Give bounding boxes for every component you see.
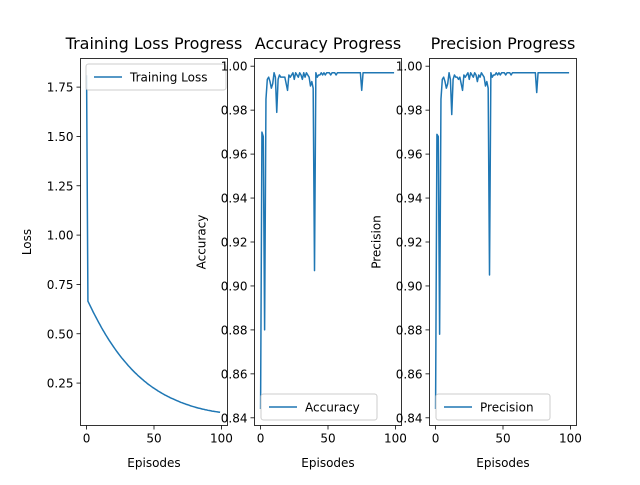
y-tick-label: 0.88	[221, 323, 248, 337]
y-tick-label: 0.88	[396, 323, 423, 337]
chart-title: Training Loss Progress	[65, 34, 243, 53]
legend: Accuracy	[260, 393, 378, 421]
legend: Precision	[435, 393, 551, 421]
legend: Training Loss	[85, 63, 227, 91]
y-tick-label: 0.90	[396, 279, 423, 293]
x-tick-label: 0	[432, 432, 440, 446]
y-tick-label: 0.84	[396, 411, 423, 425]
x-tick-label: 0	[83, 432, 91, 446]
y-tick-label: 0.86	[221, 367, 248, 381]
y-tick-label: 1.00	[221, 60, 248, 74]
y-tick-label: 0.86	[396, 367, 423, 381]
legend-label: Training Loss	[129, 71, 207, 85]
y-tick-label: 0.84	[221, 411, 248, 425]
x-tick-label: 50	[320, 432, 335, 446]
chart-title: Accuracy Progress	[255, 34, 401, 53]
y-tick-label: 0.98	[221, 104, 248, 118]
y-tick-label: 0.75	[47, 278, 74, 292]
series-line-training-loss	[85, 75, 221, 414]
y-tick-label: 0.98	[396, 104, 423, 118]
x-tick-label: 100	[384, 432, 407, 446]
y-tick-label: 0.25	[47, 377, 74, 391]
legend-box	[85, 63, 227, 91]
y-tick-label: 0.90	[221, 279, 248, 293]
x-tick-label: 100	[559, 432, 582, 446]
legend-label: Precision	[480, 401, 534, 415]
x-tick-label: 50	[495, 432, 510, 446]
subplot-3: 0 50 100 0.84 0.86 0.88 0.90 0.92 0.94 0.96 0.98 1.…	[370, 34, 582, 470]
y-tick-label: 0.50	[47, 327, 74, 341]
y-tick-label: 0.94	[221, 192, 248, 206]
y-tick-label: 1.00	[396, 60, 423, 74]
y-tick-label: 0.96	[396, 148, 423, 162]
x-tick-label: 0	[257, 432, 265, 446]
y-tick-label: 0.96	[221, 148, 248, 162]
y-tick-label: 1.75	[47, 81, 74, 95]
x-axis-label: Episodes	[476, 456, 529, 470]
y-tick-label: 1.25	[47, 179, 74, 193]
series-line-precision	[434, 72, 570, 410]
series-line-accuracy	[259, 72, 395, 410]
legend-label: Accuracy	[305, 401, 360, 415]
subplot-2: 0 50 100 0.84 0.86 0.88 0.90 0.92 0.94 0.96 0.98 1.…	[195, 34, 407, 470]
y-tick-label: 1.50	[47, 130, 74, 144]
y-axis-label: Accuracy	[195, 215, 209, 270]
x-axis-label: Episodes	[301, 456, 354, 470]
y-tick-label: 0.92	[396, 236, 423, 250]
x-tick-label: 100	[210, 432, 233, 446]
subplot-1: 0 50 100 0.25 0.50 0.75 1.00 1.25 1.50 1.75 Traini…	[20, 34, 242, 470]
legend-box	[260, 393, 378, 421]
x-axis-label: Episodes	[127, 456, 180, 470]
y-tick-label: 0.94	[396, 192, 423, 206]
legend-box	[435, 393, 551, 421]
y-axis-label: Loss	[20, 229, 34, 255]
y-tick-label: 0.92	[221, 236, 248, 250]
y-tick-label: 1.00	[47, 229, 74, 243]
x-tick-label: 50	[146, 432, 161, 446]
chart-title: Precision Progress	[431, 34, 576, 53]
y-axis-label: Precision	[370, 215, 384, 269]
